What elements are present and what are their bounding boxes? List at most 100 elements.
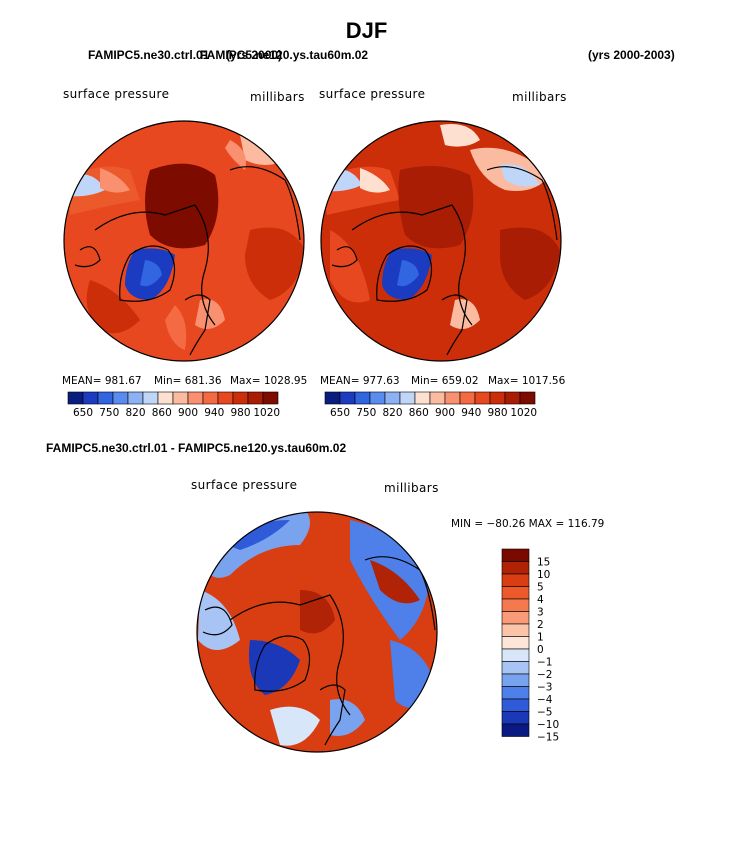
years-right-label: (yrs 2000-2003) [588, 48, 675, 62]
panel1-variable-label: surface pressure [63, 87, 170, 101]
colorbar3-tick-label: 15 [537, 557, 550, 569]
map1-arctic-high [145, 163, 219, 249]
panel2-min: Min= 659.02 [411, 375, 479, 387]
colorbar2-swatch [354, 391, 371, 405]
map1-coast-region [165, 305, 187, 350]
colorbar2-swatch [414, 391, 431, 405]
map2-mountain-region [440, 124, 480, 147]
colorbar1-tick-label: 860 [152, 407, 172, 419]
map1-border [63, 120, 305, 362]
colorbar1-tick-label: 820 [125, 407, 145, 419]
colorbar2-tick-label: 940 [461, 407, 481, 419]
map2-coastline-2 [376, 245, 433, 302]
map2-coastline-4 [441, 294, 468, 356]
colorbar2-tick-label: 860 [409, 407, 429, 419]
panel1-units-label: millibars [250, 90, 305, 104]
colorbar3-tick-label: 2 [537, 619, 544, 631]
colorbar3-swatch [501, 723, 530, 737]
colorbar1-swatch [172, 391, 189, 405]
colorbar3-swatch [501, 623, 530, 637]
map3-coastline-5 [202, 606, 233, 636]
colorbar3-tick-label: 4 [537, 594, 544, 606]
colorbar1-swatch [112, 391, 129, 405]
map2-rockies-snow [500, 164, 540, 187]
page-title: DJF [345, 18, 388, 43]
map3-west-lows [198, 590, 240, 650]
colorbar1-tick-label: 900 [178, 407, 198, 419]
colorbar1-swatch [217, 391, 234, 405]
right-case-label: FAMIPC5.ne120.ys.tau60m.02 [200, 48, 369, 62]
colorbar3-tick-label: −5 [537, 707, 552, 719]
colorbar3-tick-label: 0 [537, 644, 544, 656]
map3-south-neutral [270, 706, 320, 746]
map2-arctic-high [398, 166, 474, 249]
panel2-units-label: millibars [512, 90, 567, 104]
colorbar3-tick-label: 5 [537, 582, 544, 594]
map3-andes-lows [330, 699, 365, 736]
colorbar2-swatch [324, 391, 341, 405]
map1-greenland-inner [140, 260, 162, 287]
colorbar1-tick-label: 940 [204, 407, 224, 419]
colorbar3-swatch [501, 686, 530, 700]
colorbar3-tick-label: −1 [537, 657, 552, 669]
colorbar3-swatch [501, 561, 530, 575]
panel3-variable-label: surface pressure [191, 478, 298, 492]
colorbar2-swatch [444, 391, 461, 405]
map2-coastline-5 [331, 246, 358, 268]
colorbar3-swatch [501, 548, 530, 562]
colorbar1-tick-label: 650 [73, 407, 93, 419]
colorbar1-swatch [82, 391, 99, 405]
map1-coastline-4 [184, 294, 211, 356]
map1-ocean-region [245, 227, 304, 300]
colorbar3-swatch [501, 598, 530, 612]
colorbar2-swatch [489, 391, 506, 405]
colorbar2-tick-label: 820 [382, 407, 402, 419]
years-left-label: (yrs 2000) [226, 48, 283, 62]
map1-polar-plot [63, 120, 305, 362]
colorbar3-tick-label: −4 [537, 694, 553, 706]
panel1-max: Max= 1028.95 [230, 375, 308, 387]
map1-plateau-region [100, 168, 130, 193]
colorbar1-swatch [157, 391, 174, 405]
colorbar2-tick-label: 1020 [510, 407, 537, 419]
colorbar3-tick-label: 1 [537, 632, 544, 644]
colorbar1-swatch [142, 391, 159, 405]
map1-mountain-region [225, 140, 246, 170]
colorbar2-tick-label: 900 [435, 407, 455, 419]
colorbar2-tick-label: 980 [487, 407, 507, 419]
colorbar1-tick-label: 1020 [253, 407, 280, 419]
left-case-label: FAMIPC5.ne30.ctrl.01 [88, 48, 210, 62]
map3-greenland-lows [249, 640, 300, 695]
panel2-mean: MEAN= 977.63 [320, 375, 400, 387]
colorbar3-tick-label: −2 [537, 669, 552, 681]
map3-arctic-high [300, 590, 335, 634]
colorbar3-swatch [501, 573, 530, 587]
colorbar1-swatch [247, 391, 264, 405]
colorbar1-swatch [187, 391, 204, 405]
colorbar2-tick-label: 750 [356, 407, 376, 419]
colorbar1-tick-label: 750 [99, 407, 119, 419]
colorbar3-swatch [501, 711, 530, 725]
colorbar2-swatch [384, 391, 401, 405]
colorbar2-swatch [504, 391, 521, 405]
difference-title: FAMIPC5.ne30.ctrl.01 - FAMIPC5.ne120.ys.… [46, 441, 347, 455]
panel1-min: Min= 681.36 [154, 375, 222, 387]
colorbar3-tick-label: −3 [537, 682, 552, 694]
colorbar1-swatch [97, 391, 114, 405]
colorbar3-swatch [501, 636, 530, 650]
colorbar1-swatch [127, 391, 144, 405]
map3-northeast-highs [370, 560, 420, 604]
colorbar1-tick-label: 980 [230, 407, 250, 419]
colorbar3-tick-label: −15 [537, 732, 559, 744]
colorbar2-swatch [399, 391, 416, 405]
map3-coastline-4 [319, 684, 346, 746]
map2-greenland-inner [397, 260, 419, 287]
map2-border [320, 120, 562, 362]
panel3-units-label: millibars [384, 481, 439, 495]
panel2-max: Max= 1017.56 [488, 375, 566, 387]
colorbar3-swatch [501, 611, 530, 625]
colorbar1-swatch [67, 391, 84, 405]
map2-plateau-region [360, 168, 390, 193]
map1-coastline-3 [229, 166, 301, 241]
panel1-mean: MEAN= 981.67 [62, 375, 142, 387]
